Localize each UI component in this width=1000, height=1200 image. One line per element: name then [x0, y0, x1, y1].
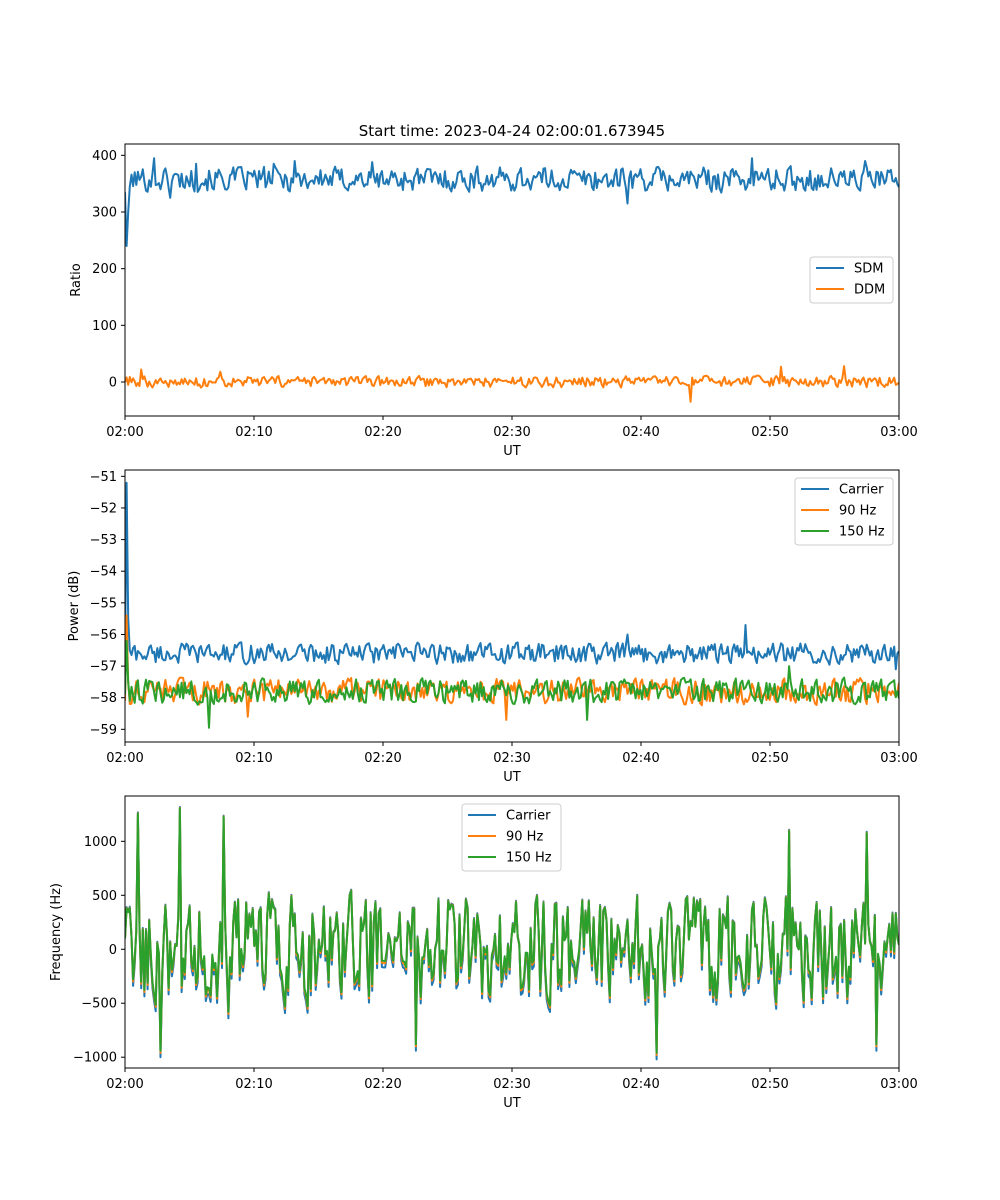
- legend-label: Carrier: [506, 809, 551, 824]
- x-tick-label: 02:50: [751, 751, 788, 766]
- x-axis-label: UT: [503, 444, 521, 459]
- y-tick-label: −53: [90, 533, 117, 548]
- x-tick-label: 02:00: [106, 1077, 143, 1092]
- y-tick-label: −57: [90, 660, 117, 675]
- series-line-90-hz: [125, 614, 899, 721]
- x-tick-label: 02:10: [235, 425, 272, 440]
- y-tick-label: −52: [90, 501, 117, 516]
- legend: SDM DDM: [809, 256, 894, 304]
- y-tick-label: 300: [92, 206, 117, 221]
- x-axis-label: UT: [503, 770, 521, 785]
- y-tick-label: −54: [90, 565, 117, 580]
- x-tick-label: 02:40: [622, 751, 659, 766]
- x-tick-label: 02:50: [751, 425, 788, 440]
- y-tick-label: −59: [90, 723, 117, 738]
- x-tick-label: 02:40: [622, 1077, 659, 1092]
- legend: Carrier 90 Hz 150 Hz: [461, 803, 562, 872]
- series-line-carrier: [125, 481, 899, 673]
- x-tick-label: 02:50: [751, 1077, 788, 1092]
- series-line-150-hz: [125, 807, 899, 1054]
- x-tick-label: 03:00: [880, 425, 917, 440]
- legend: Carrier 90 Hz 150 Hz: [794, 477, 894, 546]
- chart-panel-3: 02:00 02:10 02:20 02:30 02:40 02:50 03:00 −1000…: [49, 795, 918, 1111]
- x-tick-label: 02:30: [493, 1077, 530, 1092]
- x-tick-label: 03:00: [880, 751, 917, 766]
- y-tick-label: 0: [109, 376, 117, 391]
- chart-panel-2: 02:00 02:10 02:20 02:30 02:40 02:50 03:00 −59 −5…: [67, 469, 918, 785]
- y-tick-label: −56: [90, 628, 117, 643]
- series-line-ddm: [125, 365, 899, 403]
- x-tick-label: 02:10: [235, 1077, 272, 1092]
- series-lines: [125, 806, 899, 1061]
- x-tick-label: 02:20: [364, 425, 401, 440]
- y-tick-label: 200: [92, 262, 117, 277]
- series-lines: [125, 157, 899, 403]
- series-line-150-hz: [125, 639, 899, 729]
- x-tick-label: 02:30: [493, 425, 530, 440]
- legend-box: [794, 477, 894, 546]
- y-axis-label: Frequency (Hz): [49, 883, 64, 981]
- legend-label: 90 Hz: [506, 830, 543, 845]
- legend-label: Carrier: [839, 483, 884, 498]
- x-tick-label: 02:40: [622, 425, 659, 440]
- legend-box: [461, 803, 562, 872]
- series-lines: [125, 481, 899, 729]
- y-tick-label: 100: [92, 319, 117, 334]
- x-tick-label: 02:20: [364, 751, 401, 766]
- chart-title: Start time: 2023-04-24 02:00:01.673945: [359, 122, 665, 140]
- chart-panel-1: 02:00 02:10 02:20 02:30 02:40 02:50 03:00 0 100 2…: [69, 143, 918, 459]
- y-tick-label: 0: [109, 943, 117, 958]
- y-tick-label: −500: [81, 997, 117, 1012]
- x-tick-label: 02:00: [106, 751, 143, 766]
- y-axis-label: Ratio: [69, 263, 84, 296]
- legend-label: SDM: [854, 262, 883, 277]
- x-tick-label: 02:30: [493, 751, 530, 766]
- y-tick-label: 500: [92, 889, 117, 904]
- x-tick-label: 02:20: [364, 1077, 401, 1092]
- series-line-sdm: [125, 157, 899, 247]
- x-tick-label: 02:10: [235, 751, 272, 766]
- y-tick-label: −51: [90, 470, 117, 485]
- y-tick-label: −58: [90, 691, 117, 706]
- legend-label: 150 Hz: [506, 851, 552, 866]
- x-tick-label: 03:00: [880, 1077, 917, 1092]
- y-axis-label: Power (dB): [67, 571, 82, 642]
- legend-label: DDM: [854, 283, 885, 298]
- legend-label: 150 Hz: [839, 525, 885, 540]
- x-axis-label: UT: [503, 1096, 521, 1111]
- y-tick-label: 400: [92, 149, 117, 164]
- x-tick-label: 02:00: [106, 425, 143, 440]
- legend-label: 90 Hz: [839, 504, 876, 519]
- y-tick-label: 1000: [84, 835, 117, 850]
- y-tick-label: −1000: [73, 1051, 117, 1066]
- y-tick-label: −55: [90, 596, 117, 611]
